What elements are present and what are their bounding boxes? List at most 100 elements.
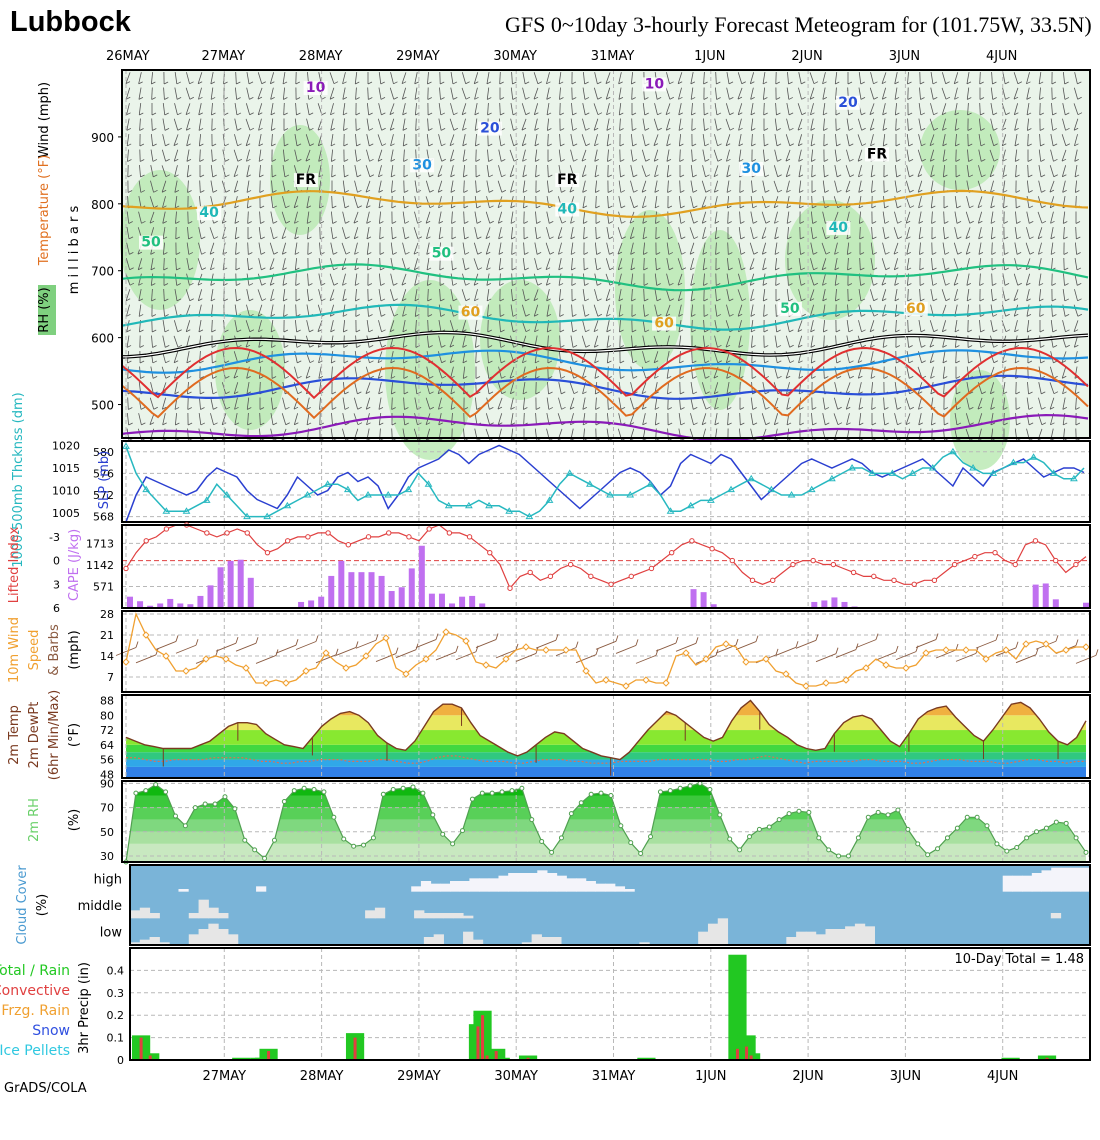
contour-label: 60: [654, 316, 674, 332]
li-point: [669, 550, 673, 554]
surface-wind-barb-flag: [936, 634, 938, 640]
minmax-axis-label: (6hr Min/Max): [47, 690, 62, 780]
legend-rh-label: RH (%): [37, 287, 52, 332]
cape-bar: [348, 572, 354, 608]
cape-tick-label: 571: [93, 580, 114, 593]
li-point: [973, 554, 977, 558]
cloud-cell: [1042, 870, 1052, 891]
cape-bar: [1053, 599, 1059, 608]
cloud-cell: [1022, 876, 1032, 892]
date-label-top: 26MAY: [106, 49, 150, 64]
cloud-cell: [130, 910, 140, 918]
wind-speed-point: [543, 647, 549, 653]
wind-speed-point: [663, 680, 669, 686]
surface-wind-barb: [256, 655, 276, 663]
li-point: [366, 535, 370, 539]
rh-point: [985, 824, 989, 828]
contour-label: 10: [645, 76, 665, 92]
wind-speed-point: [883, 662, 889, 668]
contour-label: 50: [141, 235, 161, 251]
rh-point: [154, 783, 158, 787]
rh-point: [223, 795, 227, 799]
cape-bar: [328, 576, 334, 608]
lifted-index-line: [126, 525, 1086, 588]
wind-axis-label-1: 10m Wind: [7, 617, 22, 683]
rh-point: [876, 810, 880, 814]
rh-point: [945, 836, 949, 840]
rh-point: [837, 854, 841, 858]
rh-point: [599, 791, 603, 795]
cloud-cell: [431, 884, 441, 892]
cloud-cell: [450, 881, 460, 892]
cape-bar: [127, 597, 133, 608]
li-point: [750, 578, 754, 582]
rh-point: [708, 787, 712, 791]
cape-bar: [419, 546, 425, 608]
cloud-cell: [199, 929, 209, 945]
cloud-cell: [1032, 873, 1042, 892]
li-point: [124, 566, 128, 570]
rh-unit-label: (%): [67, 809, 82, 832]
rh-point: [728, 837, 732, 841]
rh-point: [193, 806, 197, 810]
li-point: [649, 566, 653, 570]
wind-speed-point: [623, 683, 629, 689]
cape-bar: [238, 560, 244, 608]
rh-point: [233, 807, 237, 811]
precip-tick-label: 0.2: [107, 1009, 125, 1022]
cloud-cell: [365, 910, 375, 918]
li-axis-label: Lifted Index: [7, 526, 22, 603]
cloud-cell: [1012, 876, 1022, 892]
cloud-cell: [826, 929, 836, 945]
li-cape-panel: [122, 525, 1090, 608]
rh-point: [460, 829, 464, 833]
li-point: [932, 578, 936, 582]
rh-point: [609, 794, 613, 798]
surface-wind-barb: [956, 653, 976, 661]
li-point: [407, 535, 411, 539]
rh-point: [510, 789, 514, 793]
cloud-cell: [434, 913, 444, 918]
rh-point: [164, 790, 168, 794]
precip-legend-item: Convective: [0, 983, 70, 999]
precip-legend-item: Snow: [32, 1023, 70, 1039]
temp-band: [122, 752, 1090, 759]
date-label-top: 1JUN: [694, 49, 725, 64]
cape-bar: [379, 576, 385, 608]
temp-unit-label: (°F): [67, 723, 82, 747]
cloud-cell: [532, 934, 542, 945]
surface-wind-barb: [776, 647, 796, 655]
y-tick-label: 500: [91, 399, 114, 413]
rh-point: [1064, 821, 1068, 825]
li-point: [387, 531, 391, 535]
y-tick-label: 800: [91, 198, 114, 212]
wind-axis-unit: (mph): [67, 630, 82, 669]
cloud-cell: [140, 908, 150, 919]
li-point: [609, 582, 613, 586]
rh-point: [629, 841, 633, 845]
rh-point: [807, 810, 811, 814]
rh-point: [757, 827, 761, 831]
date-label-bottom: 28MAY: [300, 1069, 344, 1084]
cape-bar: [831, 597, 837, 608]
cape-bar: [701, 592, 707, 608]
li-point: [710, 547, 714, 551]
temp-tick-label: 64: [100, 739, 114, 752]
rh-point: [1054, 820, 1058, 824]
cloud-cell: [537, 870, 547, 891]
cloud-cell: [411, 886, 421, 891]
rh-point: [975, 815, 979, 819]
wind-speed-line: [126, 614, 1086, 686]
rh-point: [292, 789, 296, 793]
cape-axis-label: CAPE (J/kg): [67, 529, 82, 601]
surface-wind-barb: [616, 645, 636, 653]
cloud-cell: [208, 908, 218, 919]
precip-tick-label: 0.4: [107, 964, 125, 977]
contour-label: 50: [780, 301, 800, 317]
cloud-cell: [218, 913, 228, 918]
rh-point: [866, 815, 870, 819]
cloud-cell: [489, 878, 499, 891]
convective-bar: [745, 1047, 748, 1060]
rh-point: [1025, 836, 1029, 840]
cloud-cell: [835, 929, 845, 945]
